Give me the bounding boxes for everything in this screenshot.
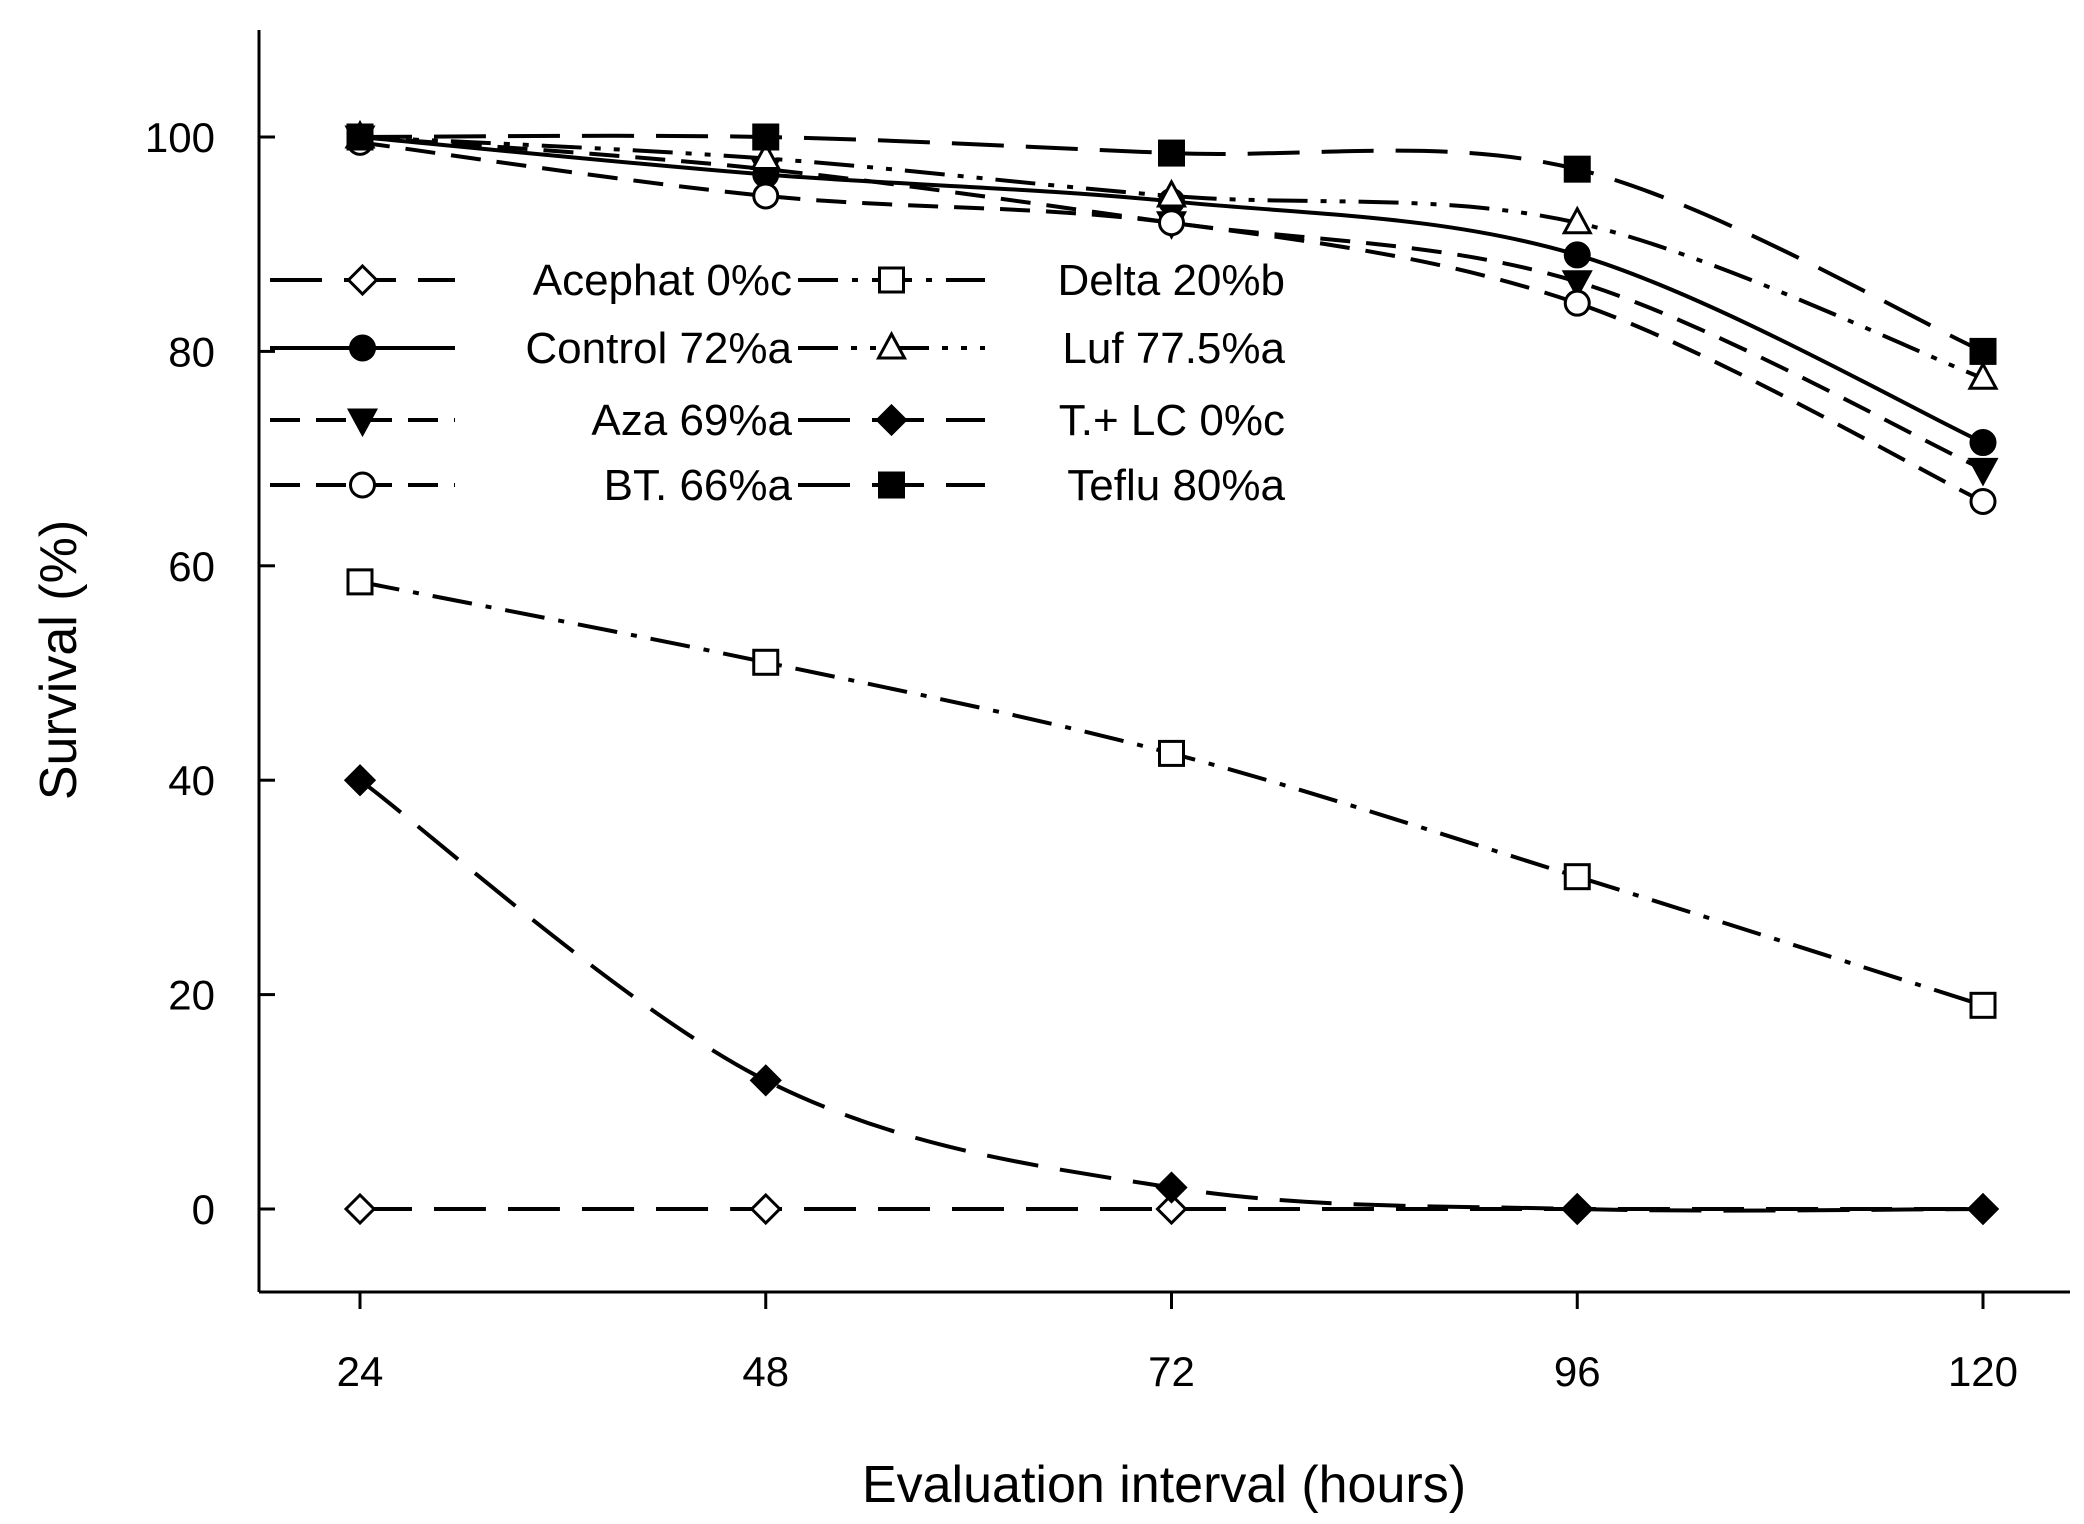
y-tick-label: 80: [168, 328, 215, 375]
y-tick-label: 20: [168, 972, 215, 1019]
data-point-delta-20-b: [752, 648, 780, 676]
legend-marker-bt-66-a: [349, 471, 376, 499]
legend-marker-t-lc-0-c: [875, 403, 908, 437]
y-axis-title: Survival (%): [30, 520, 88, 800]
x-axis-title: Evaluation interval (hours): [862, 1456, 1466, 1514]
data-point-control-72-a: [1563, 241, 1591, 269]
legend-label-t-lc-0-c: T.+ LC 0%c: [1059, 396, 1285, 445]
data-point-acephat-0-c: [749, 1192, 782, 1226]
data-point-aza-69-a: [1967, 457, 1999, 487]
y-ticks: 0 20 40 60 80 100: [145, 114, 275, 1233]
data-point-luf-77-5-a: [1155, 178, 1188, 208]
x-tick-label: 72: [1148, 1348, 1195, 1395]
y-tick-label: 100: [145, 114, 215, 161]
data-point-t-lc-0-c: [1966, 1192, 2000, 1226]
series-line-t-lc-0-c: [358, 778, 1984, 1213]
data-point-luf-77-5-a: [1967, 361, 1999, 390]
x-tick-label: 96: [1554, 1348, 1601, 1395]
data-point-bt-66-a: [1969, 487, 1997, 515]
x-ticks: 24 48 72 96 120: [337, 1292, 2018, 1395]
data-point-bt-66-a: [1563, 289, 1591, 317]
legend-label-bt-66-a: BT. 66%a: [604, 461, 793, 510]
data-point-t-lc-0-c: [343, 764, 377, 797]
y-tick-label: 60: [168, 543, 215, 590]
data-point-teflu-80-a: [1158, 139, 1185, 167]
series-line-bt-66-a: [359, 140, 1984, 504]
data-point-teflu-80-a: [1969, 337, 1997, 365]
y-tick-label: 0: [192, 1186, 215, 1233]
legend-label-control-72-a: Control 72%a: [525, 324, 792, 373]
data-point-t-lc-0-c: [1155, 1171, 1188, 1204]
x-tick-label: 48: [742, 1348, 789, 1395]
data-point-control-72-a: [1969, 429, 1997, 457]
legend-marker-acephat-0-c: [346, 263, 379, 297]
legend-label-teflu-80-a: Teflu 80%a: [1067, 461, 1285, 510]
data-point-delta-20-b: [1969, 991, 1997, 1019]
data-point-teflu-80-a: [752, 123, 780, 151]
legend-label-aza-69-a: Aza 69%a: [591, 396, 792, 445]
x-tick-label: 120: [1948, 1348, 2018, 1395]
legend-marker-luf-77-5-a: [875, 330, 908, 360]
data-point-delta-20-b: [1563, 863, 1591, 891]
data-point-delta-20-b: [346, 568, 374, 596]
data-point-bt-66-a: [752, 182, 780, 210]
series-line-delta-20-b: [359, 579, 1984, 1008]
series-line-aza-69-a: [359, 135, 1984, 472]
data-point-teflu-80-a: [346, 123, 374, 151]
data-point-delta-20-b: [1158, 739, 1185, 767]
data-point-t-lc-0-c: [749, 1064, 782, 1097]
legend-marker-delta-20-b: [878, 266, 905, 294]
data-point-acephat-0-c: [1155, 1192, 1188, 1226]
legend-marker-control-72-a: [349, 334, 376, 362]
series-line-teflu-80-a: [359, 133, 1984, 354]
data-point-bt-66-a: [1158, 209, 1185, 237]
series-line-luf-77-5-a: [359, 135, 1984, 381]
data-point-aza-69-a: [1561, 270, 1593, 299]
data-point-t-lc-0-c: [1561, 1192, 1594, 1226]
data-point-teflu-80-a: [1563, 155, 1591, 183]
legend-label-delta-20-b: Delta 20%b: [1058, 256, 1285, 305]
legend: Acephat 0%c Control 72%a Aza 69%a BT. 66%a D…: [270, 256, 1286, 510]
series-markers: [343, 119, 2000, 1226]
data-point-acephat-0-c: [343, 1192, 377, 1226]
y-tick-label: 40: [168, 757, 215, 804]
legend-marker-aza-69-a: [346, 408, 379, 438]
legend-marker-teflu-80-a: [878, 471, 905, 499]
data-point-luf-77-5-a: [1561, 205, 1593, 235]
data-point-luf-77-5-a: [750, 141, 782, 170]
legend-label-acephat-0-c: Acephat 0%c: [533, 256, 792, 305]
legend-label-luf-77-5-a: Luf 77.5%a: [1062, 324, 1285, 373]
x-tick-label: 24: [337, 1348, 384, 1395]
